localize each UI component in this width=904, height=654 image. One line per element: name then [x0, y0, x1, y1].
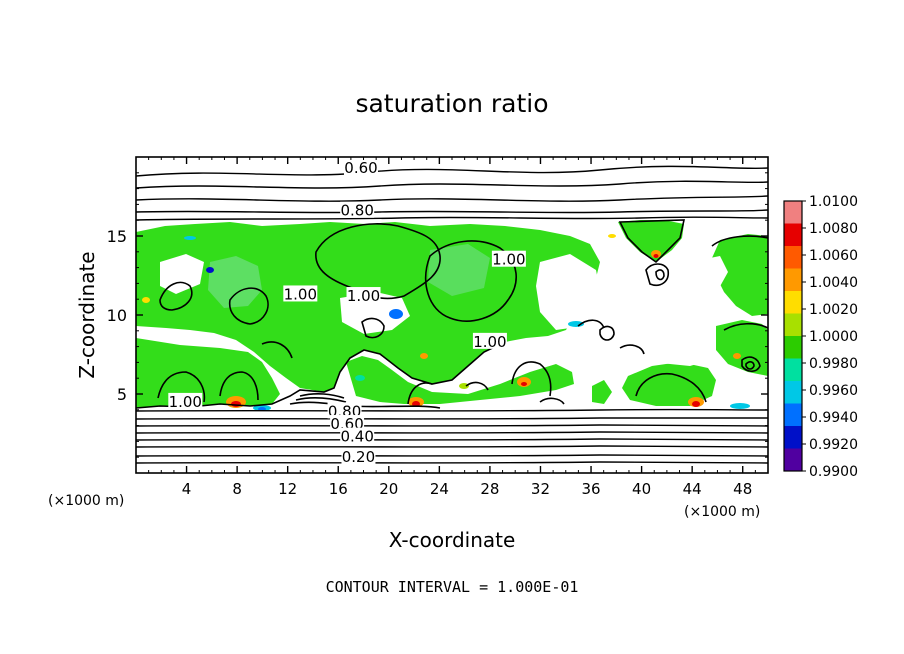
- contour-label: 0.60: [344, 159, 377, 177]
- x-tick-label: 36: [581, 480, 600, 498]
- clear-air-gap: [612, 338, 710, 366]
- contour-label: 0.20: [342, 448, 375, 466]
- x-tick-label: 48: [733, 480, 752, 498]
- colorbar-tick-label: 0.9920: [809, 437, 858, 453]
- contour-label-bg: [340, 201, 375, 218]
- x-tick-label: 44: [683, 480, 702, 498]
- colorbar-tick-label: 0.9900: [809, 464, 858, 480]
- contour-label-bg: [491, 250, 526, 267]
- colorbar-band: [784, 336, 802, 359]
- colorbar-band: [784, 201, 802, 224]
- contour-label-bg: [283, 285, 318, 302]
- saturation-field-right-lower: [622, 362, 716, 406]
- x-unit-right: (×1000 m): [684, 504, 760, 520]
- contour-label-bg: [341, 448, 376, 465]
- contour-label-layer: 0.600.801.00 1.001.001.001.000.800.600.40…: [168, 159, 526, 466]
- colorbar-band: [784, 426, 802, 449]
- colorbar-band: [784, 381, 802, 404]
- colorbar-tick-label: 1.0020: [809, 302, 858, 318]
- clear-air-gap: [690, 256, 728, 290]
- saturation-field-small-right: [592, 380, 612, 404]
- contour-lines: [136, 165, 768, 464]
- contour-label-bg: [346, 287, 381, 304]
- saturation-field-right-mid: [716, 320, 768, 376]
- contour-label-bg: [327, 402, 362, 419]
- saturation-field-far-right: [712, 234, 768, 316]
- x-tick-label: 8: [232, 480, 242, 498]
- contour-label: 0.40: [340, 428, 373, 446]
- y-tick-label: 10: [107, 306, 127, 325]
- x-tick-label: 20: [379, 480, 398, 498]
- colorbar-band: [784, 268, 802, 292]
- x-unit-left: (×1000 m): [48, 493, 124, 509]
- colorbar-band: [784, 403, 802, 427]
- x-tick-label: 24: [430, 480, 449, 498]
- colorbar-tick-label: 1.0000: [809, 329, 858, 345]
- contour-label: 1.00: [284, 285, 317, 303]
- y-axis-ticks: 5 10 15: [107, 172, 768, 458]
- y-tick-label: 5: [117, 385, 127, 404]
- contour-label-bg: [330, 415, 365, 432]
- contour-label: 1.00: [473, 333, 506, 351]
- contour-label: 1.00: [347, 287, 380, 305]
- saturation-contours: [136, 219, 768, 409]
- chart-title: saturation ratio: [355, 89, 548, 118]
- colorbar-tick-label: 1.0100: [809, 194, 858, 210]
- colorbar: 1.0100 1.0080 1.0060 1.0040 1.0020 1.0000 0.99…: [783, 194, 858, 480]
- colorbar-band: [784, 246, 802, 269]
- colorbar-tick-label: 1.0080: [809, 221, 858, 237]
- x-tick-label: 12: [278, 480, 297, 498]
- clear-air-gap: [600, 282, 700, 332]
- colorbar-tick-label: 0.9960: [809, 383, 858, 399]
- colorbar-tick-label: 1.0060: [809, 248, 858, 264]
- colorbar-band: [784, 313, 802, 337]
- x-tick-label: 4: [182, 480, 192, 498]
- clear-air-gap: [536, 254, 602, 330]
- x-tick-label: 40: [632, 480, 651, 498]
- colorbar-band: [784, 448, 802, 472]
- colorbar-band: [784, 223, 802, 247]
- clear-air-gap: [160, 254, 204, 294]
- colorbar-tick-label: 0.9940: [809, 410, 858, 426]
- contour-label-bg: [472, 332, 507, 349]
- contour-label: 0.80: [340, 202, 373, 220]
- x-tick-label: 28: [480, 480, 499, 498]
- saturation-field-lower-left: [136, 338, 280, 408]
- subsaturated-patch: [428, 244, 490, 296]
- x-tick-label: 32: [531, 480, 550, 498]
- colorbar-tick-label: 1.0040: [809, 275, 858, 291]
- contour-interval-footer: CONTOUR INTERVAL = 1.000E-01: [326, 578, 579, 596]
- subsaturated-edges: [184, 236, 750, 411]
- contour-label: 1.00: [169, 393, 202, 411]
- colorbar-tick-label: 0.9980: [809, 356, 858, 372]
- x-tick-label: 16: [329, 480, 348, 498]
- y-tick-label: 15: [107, 227, 127, 246]
- colorbar-band: [784, 358, 802, 382]
- subsaturated-patch: [208, 256, 262, 308]
- y-axis-label: Z-coordinate: [75, 251, 99, 378]
- contour-label-bg: [343, 159, 378, 176]
- x-axis-label: X-coordinate: [389, 528, 516, 552]
- contour-label: 1.00: [492, 251, 525, 269]
- plot-area: 0.600.801.00 1.001.001.001.000.800.600.40…: [136, 157, 768, 473]
- contour-label-bg: [340, 427, 375, 444]
- colorbar-band: [784, 291, 802, 314]
- x-axis-ticks: 4 8 12 16 20 24 28 32 36 40 44 48: [148, 157, 756, 498]
- contour-label-bg: [168, 392, 203, 409]
- saturation-field-lower-mid: [346, 356, 574, 404]
